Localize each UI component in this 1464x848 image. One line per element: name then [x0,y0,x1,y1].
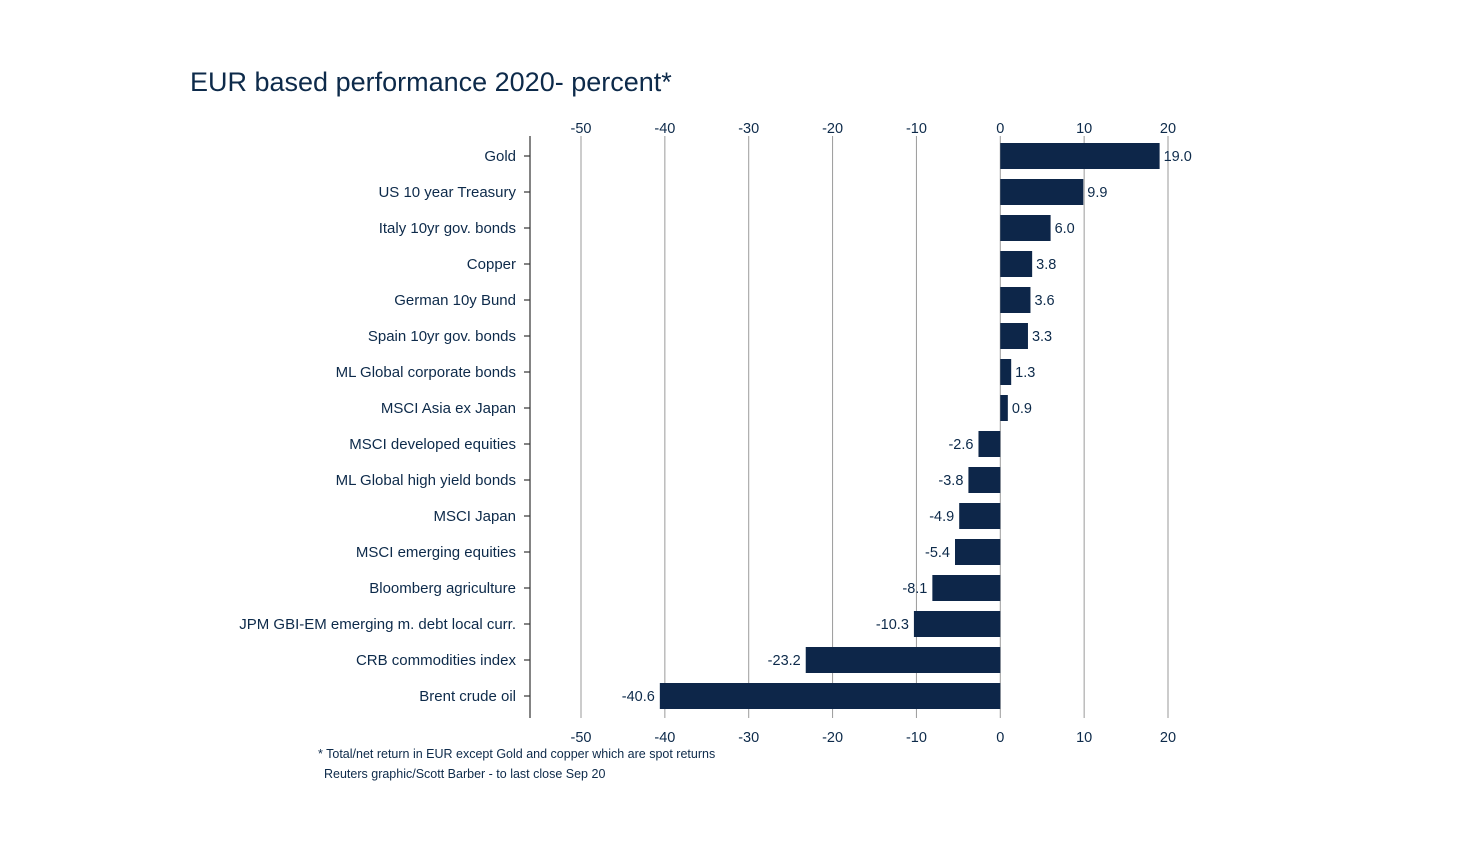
data-label: 3.3 [1032,329,1052,345]
x-tick-label-top: -40 [654,121,675,137]
bar [959,503,1001,529]
bar [955,539,1001,565]
bar [1000,395,1008,421]
data-label: -2.6 [948,437,973,453]
x-tick-label-bottom: -40 [654,730,675,746]
x-tick-label-top: 20 [1160,121,1176,137]
data-label: 19.0 [1164,149,1192,165]
bar [1000,179,1084,205]
x-tick-label-bottom: 0 [996,730,1004,746]
bar [1000,143,1160,169]
category-label: Gold [484,148,516,165]
chart-title: EUR based performance 2020- percent* [190,67,672,97]
bar [1000,359,1012,385]
data-label: 1.3 [1015,365,1035,381]
data-label: 6.0 [1055,221,1075,237]
data-label: -4.9 [929,509,954,525]
x-axis-top: -50 -40 -30 -20 -10 0 10 20 [571,121,1177,137]
x-tick-label-bottom: -30 [738,730,759,746]
bars [659,143,1160,709]
data-label: -3.8 [938,473,963,489]
y-axis [524,136,531,718]
category-label: Spain 10yr gov. bonds [368,328,516,345]
category-label: German 10y Bund [394,292,516,309]
x-tick-label-bottom: -20 [822,730,843,746]
x-tick-label-bottom: 20 [1160,730,1176,746]
data-label: -23.2 [768,653,801,669]
category-label: Italy 10yr gov. bonds [379,220,516,237]
data-label: -5.4 [925,545,950,561]
bar [932,575,1001,601]
data-labels: 19.0 9.9 6.0 3.8 3.6 3.3 1.3 0.9 -2.6 -3.8 -4.9 -5.… [622,149,1192,705]
category-labels: Gold US 10 year Treasury Italy 10yr gov. b… [239,148,516,705]
data-label: -40.6 [622,689,655,705]
x-tick-label-top: -30 [738,121,759,137]
data-label: 3.8 [1036,257,1056,273]
x-tick-label-bottom: -50 [571,730,592,746]
grid-lines [580,136,1169,718]
x-tick-label-top: 10 [1076,121,1092,137]
bar [1000,323,1028,349]
x-tick-label-bottom: 10 [1076,730,1092,746]
category-label: Brent crude oil [419,688,516,705]
bar [1000,215,1051,241]
x-axis-bottom: -50 -40 -30 -20 -10 0 10 20 [571,730,1177,746]
category-label: MSCI Asia ex Japan [381,400,516,417]
data-label: 0.9 [1012,401,1032,417]
data-label: 3.6 [1034,293,1054,309]
bar [659,683,1001,709]
category-label: JPM GBI-EM emerging m. debt local curr. [239,616,516,633]
bar [968,467,1001,493]
category-label: CRB commodities index [356,652,517,669]
x-tick-label-bottom: -10 [906,730,927,746]
footnote-1: * Total/net return in EUR except Gold an… [318,747,715,761]
category-label: MSCI developed equities [349,436,516,453]
bar [978,431,1001,457]
category-label: MSCI emerging equities [356,544,516,561]
category-label: US 10 year Treasury [378,184,516,201]
data-label: -8.1 [902,581,927,597]
x-tick-label-top: -20 [822,121,843,137]
category-label: ML Global corporate bonds [336,364,516,381]
bar [805,647,1001,673]
category-label: ML Global high yield bonds [336,472,516,489]
category-label: MSCI Japan [433,508,516,525]
category-label: Copper [467,256,516,273]
x-tick-label-top: 0 [996,121,1004,137]
x-tick-label-top: -50 [571,121,592,137]
data-label: 9.9 [1087,185,1107,201]
data-label: -10.3 [876,617,909,633]
category-label: Bloomberg agriculture [369,580,516,597]
bar [1000,287,1031,313]
footnote-2: Reuters graphic/Scott Barber - to last c… [324,767,605,781]
x-tick-label-top: -10 [906,121,927,137]
bar [1000,251,1033,277]
bar [913,611,1001,637]
